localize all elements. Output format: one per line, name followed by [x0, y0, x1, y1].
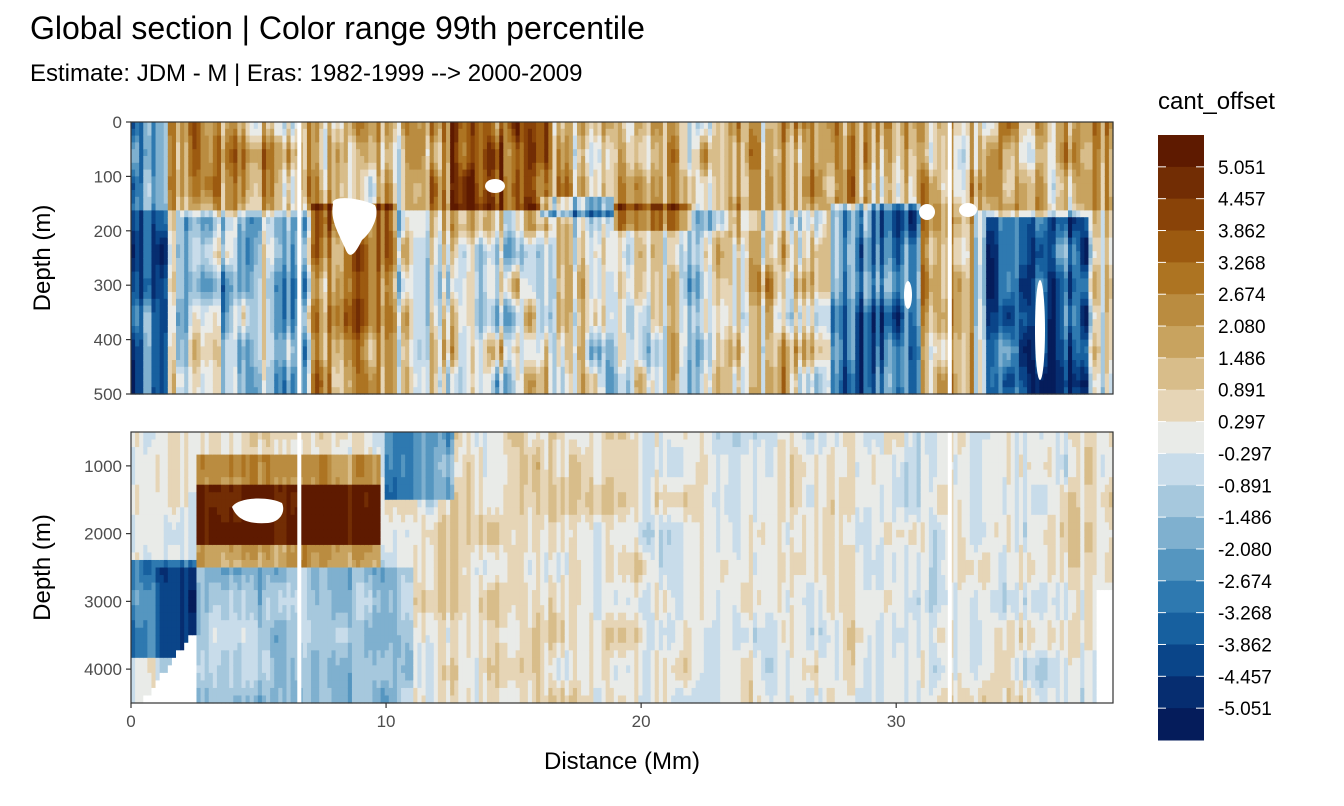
legend-label: 3.268: [1218, 253, 1266, 274]
y-tick-label: 2000: [84, 525, 122, 544]
legend-label: -5.051: [1218, 699, 1272, 720]
legend-swatch: [1158, 357, 1204, 391]
panel-deep-ocean: [130, 431, 1114, 704]
legend-label: 5.051: [1218, 158, 1266, 179]
legend-swatch: [1158, 580, 1204, 614]
legend-swatch: [1158, 708, 1204, 741]
legend-label: -4.457: [1218, 667, 1272, 688]
x-tick-label: 30: [887, 712, 906, 731]
legend-title: cant_offset: [1158, 88, 1275, 115]
legend-label: -0.297: [1218, 444, 1272, 465]
legend-label: 4.457: [1218, 190, 1266, 211]
legend-swatch: [1158, 135, 1204, 168]
x-tick-label: 10: [377, 712, 396, 731]
y-tick-label: 3000: [84, 592, 122, 611]
legend-swatch: [1158, 644, 1204, 677]
legend-label: 0.891: [1218, 381, 1266, 402]
y-tick-label: 1000: [84, 457, 122, 476]
legend-swatch: [1158, 326, 1204, 359]
y-tick-label: 500: [94, 385, 122, 404]
legend-label: -3.862: [1218, 635, 1272, 656]
legend-label: -2.674: [1218, 572, 1272, 593]
x-tick-label: 0: [126, 712, 135, 731]
legend-label: 3.862: [1218, 222, 1266, 243]
legend-label: -1.486: [1218, 508, 1272, 529]
chart-subtitle: Estimate: JDM - M | Eras: 1982-1999 --> …: [30, 60, 583, 87]
y-axis-title: Depth (m): [29, 514, 56, 621]
legend-swatch: [1158, 453, 1204, 486]
color-legend: 5.051 4.457 3.862 3.268 2.674 2.080 1.486 0.891…: [1158, 135, 1272, 741]
y-tick-label: 100: [94, 167, 122, 186]
legend-swatch: [1158, 421, 1204, 454]
legend-swatch: [1158, 294, 1204, 327]
legend-label: -2.080: [1218, 540, 1272, 561]
panel-upper-ocean: [130, 121, 1114, 395]
chart-title: Global section | Color range 99th percen…: [30, 10, 645, 46]
legend-swatch: [1158, 485, 1204, 518]
x-axis-title: Distance (Mm): [544, 748, 700, 775]
y-tick-label: 400: [94, 331, 122, 350]
legend-label: 2.674: [1218, 285, 1266, 306]
legend-swatch: [1158, 548, 1204, 582]
y-tick-label: 4000: [84, 660, 122, 679]
legend-swatch: [1158, 612, 1204, 645]
y-tick-label: 0: [113, 113, 122, 132]
legend-swatch: [1158, 676, 1204, 709]
legend-swatch: [1158, 389, 1204, 423]
legend-swatch: [1158, 262, 1204, 295]
legend-label: 1.486: [1218, 349, 1266, 370]
legend-label: 0.297: [1218, 413, 1266, 434]
legend-swatch: [1158, 166, 1204, 200]
y-tick-label: 200: [94, 222, 122, 241]
legend-swatch: [1158, 198, 1204, 232]
legend-swatch: [1158, 230, 1204, 263]
y-tick-label: 300: [94, 276, 122, 295]
legend-label: -3.268: [1218, 604, 1272, 625]
y-axis-title: Depth (m): [29, 205, 56, 312]
legend-label: -0.891: [1218, 476, 1272, 497]
legend-label: 2.080: [1218, 317, 1266, 338]
x-tick-label: 20: [632, 712, 651, 731]
legend-swatch: [1158, 517, 1204, 550]
